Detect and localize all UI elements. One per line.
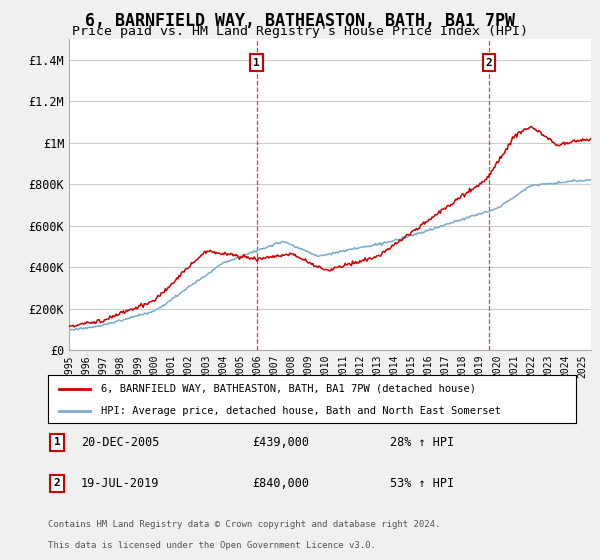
Text: 20-DEC-2005: 20-DEC-2005 [81, 436, 160, 449]
Text: £840,000: £840,000 [252, 477, 309, 490]
Text: Contains HM Land Registry data © Crown copyright and database right 2024.: Contains HM Land Registry data © Crown c… [48, 520, 440, 529]
Text: HPI: Average price, detached house, Bath and North East Somerset: HPI: Average price, detached house, Bath… [101, 406, 501, 416]
Text: 1: 1 [53, 437, 61, 447]
Text: 2: 2 [53, 478, 61, 488]
Text: 2: 2 [485, 58, 493, 68]
Text: 28% ↑ HPI: 28% ↑ HPI [390, 436, 454, 449]
Text: 6, BARNFIELD WAY, BATHEASTON, BATH, BA1 7PW: 6, BARNFIELD WAY, BATHEASTON, BATH, BA1 … [85, 12, 515, 30]
Text: Price paid vs. HM Land Registry's House Price Index (HPI): Price paid vs. HM Land Registry's House … [72, 25, 528, 38]
Text: £439,000: £439,000 [252, 436, 309, 449]
Text: This data is licensed under the Open Government Licence v3.0.: This data is licensed under the Open Gov… [48, 541, 376, 550]
Text: 1: 1 [253, 58, 260, 68]
Text: 6, BARNFIELD WAY, BATHEASTON, BATH, BA1 7PW (detached house): 6, BARNFIELD WAY, BATHEASTON, BATH, BA1 … [101, 384, 476, 394]
Text: 19-JUL-2019: 19-JUL-2019 [81, 477, 160, 490]
Text: 53% ↑ HPI: 53% ↑ HPI [390, 477, 454, 490]
